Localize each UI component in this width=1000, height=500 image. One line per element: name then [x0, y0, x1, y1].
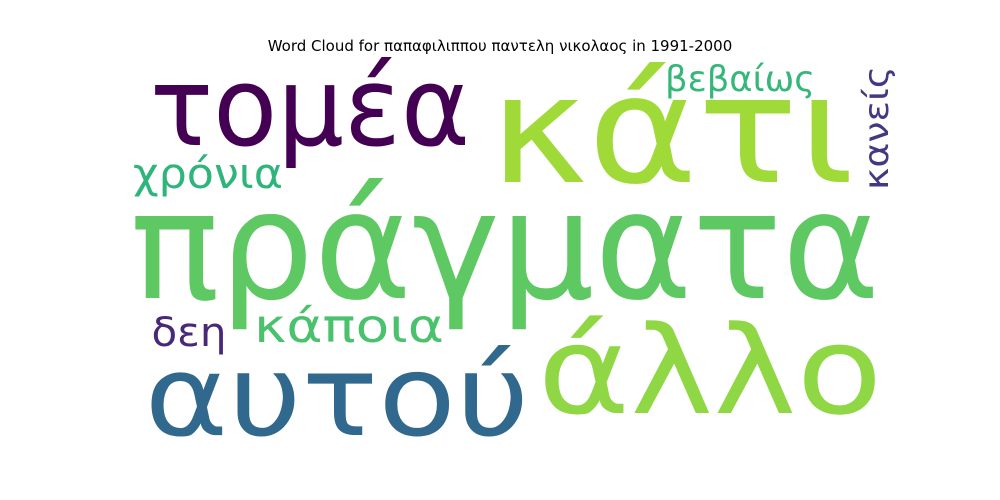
- word-autoú: αυτού: [145, 332, 530, 462]
- word-állo: άλλο: [538, 300, 883, 442]
- word-káti: κάτι: [490, 44, 855, 218]
- word-kápoia: κάποια: [254, 299, 444, 353]
- word-kaneís: κανείς: [857, 66, 897, 190]
- word-dei: δεη: [152, 310, 227, 356]
- word-chrónia: χρόνια: [133, 149, 283, 198]
- chart-title: Word Cloud for παπαφιλιππου παντελη νικο…: [267, 37, 733, 55]
- word-prágmata: πράγματα: [130, 160, 880, 334]
- word-vevaíos: βεβαίως: [665, 59, 815, 100]
- word-toméa: τομέα: [150, 43, 470, 171]
